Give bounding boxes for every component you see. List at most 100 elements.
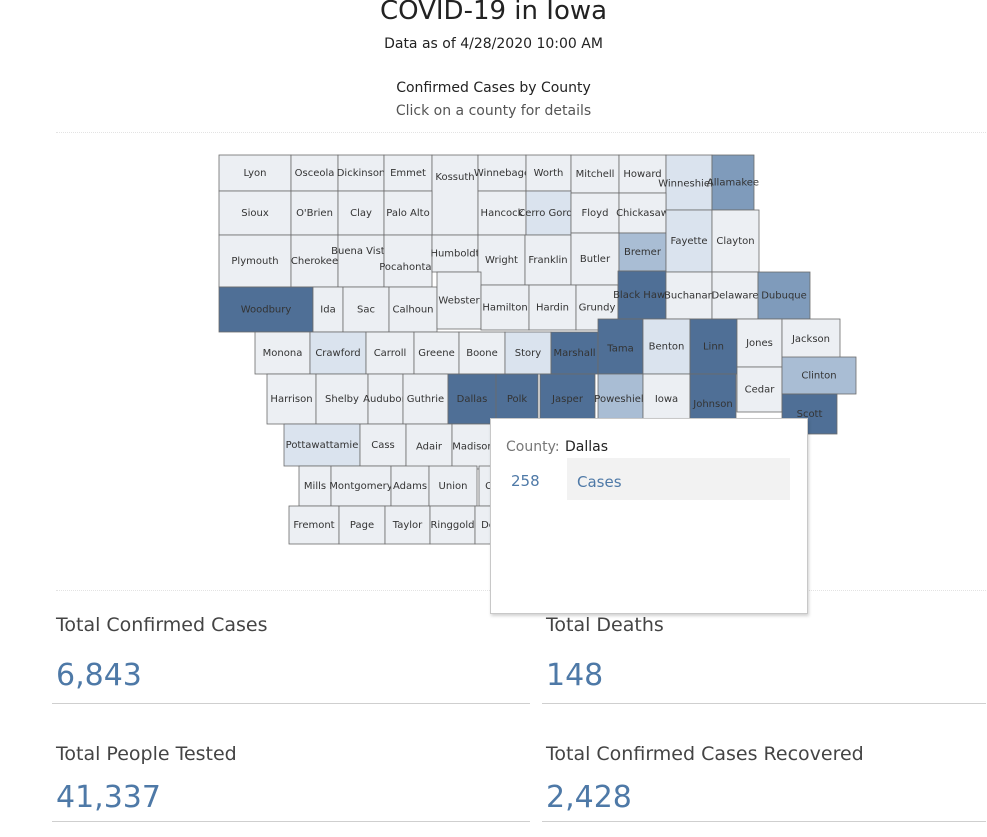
county-o-brien[interactable] (290, 190, 339, 236)
county-clinton[interactable] (781, 356, 857, 395)
county-label-polk: Polk (507, 394, 528, 405)
county-jasper[interactable] (539, 373, 596, 425)
county-woodbury[interactable] (218, 286, 314, 333)
county-label-mills: Mills (304, 481, 326, 492)
county-label-allamakee: Allamakee (707, 178, 759, 189)
county-buena-vista[interactable] (337, 234, 385, 288)
county-sac[interactable] (342, 286, 390, 333)
county-label-crawford: Crawford (315, 348, 360, 359)
county-label-osceola: Osceola (295, 168, 335, 179)
county-pocahontas[interactable] (383, 234, 433, 288)
data-timestamp: Data as of 4/28/2020 10:00 AM (384, 36, 603, 52)
county-story[interactable] (504, 331, 552, 375)
tooltip-cases-value: 258 (511, 472, 540, 490)
county-webster[interactable] (436, 271, 482, 330)
county-sioux[interactable] (218, 190, 292, 236)
county-label-o-brien: O'Brien (296, 208, 333, 219)
county-hardin[interactable] (528, 284, 577, 331)
county-palo-alto[interactable] (383, 190, 433, 236)
county-taylor[interactable] (384, 505, 431, 545)
county-hamilton[interactable] (480, 284, 530, 331)
county-label-montgomery: Montgomery (329, 481, 392, 492)
county-guthrie[interactable] (402, 373, 449, 425)
county-label-sac: Sac (357, 305, 375, 316)
county-kossuth[interactable] (431, 154, 479, 236)
county-greene[interactable] (413, 331, 460, 375)
county-label-linn: Linn (703, 342, 724, 353)
county-winneshiek[interactable] (665, 154, 713, 211)
county-label-mitchell: Mitchell (576, 169, 615, 180)
county-label-scott: Scott (797, 409, 823, 420)
county-label-black-hawk: Black Hawk (613, 290, 671, 301)
county-fayette[interactable] (665, 209, 713, 273)
county-label-de: De (481, 520, 495, 531)
county-winnebago[interactable] (477, 154, 527, 192)
county-label-jackson: Jackson (791, 334, 830, 345)
tooltip-county-label: County: (506, 439, 560, 455)
kpi-label-total-tested: Total People Tested (56, 743, 237, 765)
county-label-palo-alto: Palo Alto (386, 208, 429, 219)
county-montgomery[interactable] (330, 465, 392, 507)
county-monona[interactable] (254, 331, 311, 375)
county-ringgold[interactable] (429, 505, 476, 545)
county-label-winnebago: Winnebago (474, 168, 530, 179)
county-chickasaw[interactable] (618, 192, 667, 234)
county-page[interactable] (338, 505, 386, 545)
county-worth[interactable] (525, 154, 572, 192)
county-label-chickasaw: Chickasaw (616, 208, 669, 219)
county-howard[interactable] (618, 154, 667, 194)
county-label-johnson: Johnson (692, 399, 732, 410)
county-allamakee[interactable] (711, 154, 755, 211)
county-poweshiek[interactable] (597, 373, 644, 425)
county-cass[interactable] (359, 423, 407, 467)
county-dubuque[interactable] (757, 271, 811, 320)
county-hancock[interactable] (477, 190, 527, 236)
county-adair[interactable] (405, 423, 453, 470)
county-label-clinton: Clinton (801, 371, 836, 382)
county-polk[interactable] (495, 373, 539, 425)
county-label-buchanan: Buchanan (664, 291, 714, 302)
county-label-harrison: Harrison (270, 394, 312, 405)
tooltip-county-name: Dallas (565, 439, 609, 455)
map-instruction: Click on a county for details (395, 103, 592, 119)
county-label-ringgold: Ringgold (430, 520, 474, 531)
county-tama[interactable] (597, 318, 644, 375)
county-iowa[interactable] (642, 373, 691, 425)
county-label-kossuth: Kossuth (435, 172, 474, 183)
county-label-madison: Madison (452, 442, 494, 453)
county-label-shelby: Shelby (325, 394, 359, 405)
county-dallas[interactable] (447, 373, 497, 425)
county-carroll[interactable] (365, 331, 415, 375)
county-label-winneshiek: Winneshiek (658, 179, 716, 190)
county-cherokee[interactable] (290, 234, 339, 288)
county-label-butler: Butler (580, 254, 611, 265)
county-emmet[interactable] (383, 154, 433, 192)
county-jones[interactable] (736, 318, 783, 368)
county-label-cedar: Cedar (745, 385, 776, 396)
county-label-story: Story (515, 348, 541, 359)
county-label-dickinson: Dickinson (337, 168, 386, 179)
county-map[interactable]: Lyon Osceola Dickinson Emmet Kossuth Winnebag… (0, 0, 987, 600)
county-buchanan[interactable] (665, 271, 713, 320)
county-delaware[interactable] (711, 271, 759, 320)
county-wright[interactable] (477, 234, 526, 286)
kpi-value-total-tested: 41,337 (56, 780, 161, 815)
county-marshall[interactable] (550, 331, 599, 375)
kpi-label-total-recovered: Total Confirmed Cases Recovered (546, 743, 864, 765)
county-label-hamilton: Hamilton (482, 303, 527, 314)
county-madison[interactable] (451, 423, 495, 470)
county-mills[interactable] (298, 465, 332, 507)
county-cerro-gordo[interactable] (525, 190, 572, 236)
county-label-franklin: Franklin (528, 255, 567, 266)
county-label-clayton: Clayton (716, 236, 754, 247)
kpi-label-total-deaths: Total Deaths (546, 614, 664, 636)
county-label-emmet: Emmet (390, 168, 426, 179)
divider (542, 821, 986, 822)
county-calhoun[interactable] (388, 286, 438, 333)
county-pottawattamie[interactable] (283, 423, 361, 467)
divider (56, 132, 986, 133)
county-label-adair: Adair (416, 442, 443, 453)
county-adams[interactable] (390, 465, 430, 507)
county-audubon[interactable] (367, 373, 404, 425)
county-label-pottawattamie: Pottawattamie (286, 440, 359, 451)
